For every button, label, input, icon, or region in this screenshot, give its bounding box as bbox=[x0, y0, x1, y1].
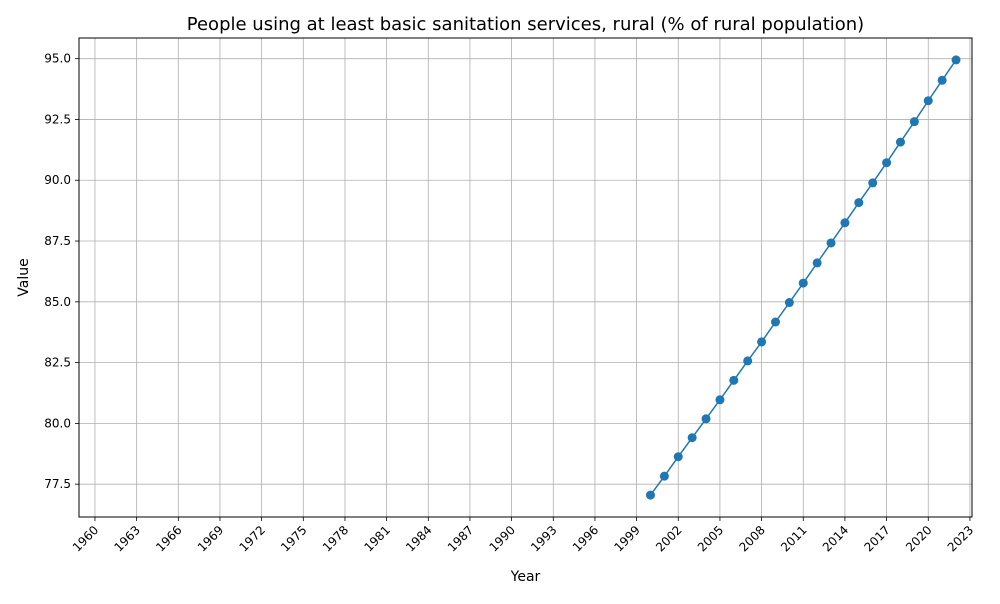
data-point-marker bbox=[854, 198, 864, 208]
x-tick-label: 2023 bbox=[945, 523, 976, 554]
data-point-marker bbox=[757, 337, 767, 347]
y-tick-label: 92.5 bbox=[44, 112, 71, 126]
x-tick-label: 2008 bbox=[736, 523, 767, 554]
axis-ticks: 1960 1963 1966 1969 1972 1975 1978 1981 1984 1987… bbox=[44, 52, 976, 555]
x-tick-label: 1972 bbox=[236, 523, 267, 554]
x-tick-label: 1966 bbox=[153, 523, 184, 554]
chart-title: People using at least basic sanitation s… bbox=[187, 14, 864, 35]
data-point-marker bbox=[701, 414, 711, 424]
x-tick-label: 2020 bbox=[903, 523, 934, 554]
x-tick-label: 1993 bbox=[528, 523, 559, 554]
x-tick-label: 1990 bbox=[486, 523, 517, 554]
x-tick-label: 1996 bbox=[570, 523, 601, 554]
plot-frame bbox=[78, 37, 973, 518]
data-point-marker bbox=[659, 471, 669, 481]
x-tick-label: 2017 bbox=[861, 523, 892, 554]
x-tick-label: 2005 bbox=[695, 523, 726, 554]
y-tick-label: 87.5 bbox=[44, 234, 71, 248]
y-tick-label: 77.5 bbox=[44, 477, 71, 491]
data-point-marker bbox=[951, 55, 961, 65]
x-tick-label: 1987 bbox=[445, 523, 476, 554]
x-tick-label: 1978 bbox=[320, 523, 351, 554]
data-point-marker bbox=[812, 258, 822, 268]
x-tick-label: 1999 bbox=[611, 523, 642, 554]
data-point-marker bbox=[895, 137, 905, 147]
y-tick-label: 80.0 bbox=[44, 416, 71, 430]
x-tick-label: 2014 bbox=[820, 523, 851, 554]
data-point-marker bbox=[826, 238, 836, 248]
y-tick-label: 90.0 bbox=[44, 173, 71, 187]
data-point-marker bbox=[868, 178, 878, 188]
x-tick-label: 1981 bbox=[361, 523, 392, 554]
x-tick-label: 1984 bbox=[403, 523, 434, 554]
data-point-marker bbox=[715, 395, 725, 405]
data-point-marker bbox=[687, 433, 697, 443]
x-tick-label: 1969 bbox=[195, 523, 226, 554]
data-point-marker bbox=[882, 158, 892, 168]
grid bbox=[79, 38, 972, 517]
x-axis-label: Year bbox=[510, 569, 541, 585]
x-tick-label: 1963 bbox=[111, 523, 142, 554]
x-tick-label: 1975 bbox=[278, 523, 309, 554]
data-point-marker bbox=[729, 375, 739, 385]
y-tick-label: 82.5 bbox=[44, 356, 71, 370]
data-point-marker bbox=[798, 278, 808, 288]
data-point-marker bbox=[770, 317, 780, 327]
x-tick-label: 1960 bbox=[70, 523, 101, 554]
data-point-marker bbox=[645, 490, 655, 500]
y-tick-label: 95.0 bbox=[44, 52, 71, 66]
data-point-marker bbox=[909, 117, 919, 127]
data-point-marker bbox=[937, 75, 947, 85]
data-point-marker bbox=[784, 298, 794, 308]
x-tick-label: 2002 bbox=[653, 523, 684, 554]
x-tick-label: 2011 bbox=[778, 523, 809, 554]
data-point-marker bbox=[923, 96, 933, 106]
data-point-marker bbox=[840, 218, 850, 228]
data-point-marker bbox=[743, 356, 753, 366]
data-point-marker bbox=[673, 452, 683, 462]
series-layer bbox=[645, 55, 961, 500]
y-tick-label: 85.0 bbox=[44, 295, 71, 309]
y-axis-label: Value bbox=[16, 258, 32, 296]
